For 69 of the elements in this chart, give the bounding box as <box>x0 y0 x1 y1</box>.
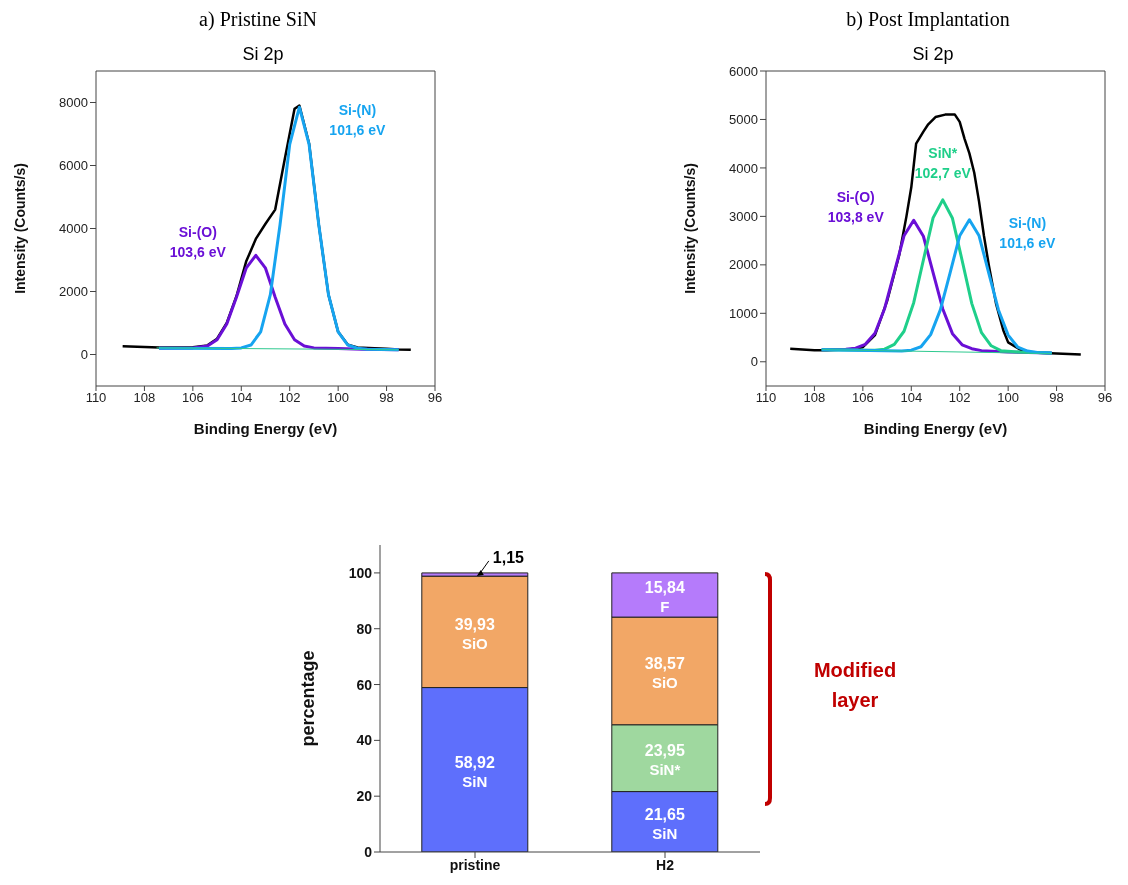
text: Si-(N) <box>338 102 377 119</box>
x-tick-label: H2 <box>656 856 675 873</box>
chart-title: b) Post Implantation <box>845 8 1011 33</box>
y-tick-label: 20 <box>356 788 373 805</box>
y-tick-label: 0 <box>364 843 373 860</box>
x-tick-label: 110 <box>755 390 777 406</box>
x-tick-label: 102 <box>278 390 301 406</box>
text: SiN* <box>928 144 958 161</box>
annotation: 101,6 eV <box>999 234 1057 251</box>
x-tick-label: 110 <box>85 390 107 406</box>
y-tick-label: 6000 <box>729 63 758 79</box>
y-tick-label: 100 <box>348 564 373 581</box>
x-tick-label: 100 <box>327 390 349 406</box>
x-tick-label: 104 <box>900 390 923 406</box>
y-axis-title: percentage <box>298 650 319 747</box>
text: Si-(O) <box>178 224 217 241</box>
x-axis-title: Binding Energy (eV) <box>863 420 1008 437</box>
y-tick-label: 0 <box>750 354 758 370</box>
text: Modified layer <box>812 658 898 713</box>
x-tick-label: 98 <box>1049 390 1064 406</box>
x-tick-label: 106 <box>182 390 204 406</box>
y-tick-label: 2000 <box>59 284 88 300</box>
annotation: 101,6 eV <box>329 122 387 139</box>
x-tick-label: 108 <box>133 390 156 406</box>
y-tick-label: 6000 <box>59 158 88 174</box>
data-label: 38,57 <box>644 654 685 672</box>
data-label: 1,15 <box>492 548 525 566</box>
annotation: 102,7 eV <box>914 164 972 181</box>
x-tick-label: 104 <box>230 390 253 406</box>
y-tick-label: 5000 <box>729 112 758 128</box>
series-label: F <box>660 597 670 615</box>
text: SiN <box>462 772 488 790</box>
text: SiO <box>461 634 488 652</box>
y-tick-label: 40 <box>356 732 373 749</box>
y-tick-label: 8000 <box>59 95 88 111</box>
y-tick-label: 0 <box>80 347 88 363</box>
y-axis-title: Intensity (Counts/s) <box>681 163 698 294</box>
x-tick-label: 106 <box>852 390 874 406</box>
x-tick-label: 96 <box>427 390 443 406</box>
x-tick-label: 102 <box>948 390 971 406</box>
data-label: 23,95 <box>644 742 685 760</box>
annotation: 103,6 eV <box>169 244 227 261</box>
x-axis-title: Binding Energy (eV) <box>193 420 338 437</box>
y-axis-title: Intensity (Counts/s) <box>11 163 28 294</box>
y-tick-label: 2000 <box>729 257 758 273</box>
y-tick-label: 60 <box>356 676 373 693</box>
series-label: SiN <box>652 824 678 842</box>
y-tick-label: 3000 <box>729 209 758 224</box>
series-label: SiN* <box>649 761 681 779</box>
y-tick-label: 4000 <box>59 221 88 237</box>
y-tick-label: 80 <box>356 620 373 637</box>
chart-subtitle: Si 2p <box>241 44 285 66</box>
x-tick-label: 108 <box>803 390 826 406</box>
y-tick-label: 1000 <box>729 305 758 321</box>
chart-title: a) Pristine SiN <box>198 8 318 32</box>
series-label: SiO <box>651 673 679 691</box>
data-label: 39,93 <box>454 615 495 633</box>
x-tick-label: 96 <box>1097 390 1113 406</box>
x-tick-label: 100 <box>997 390 1019 406</box>
x-tick-label: 98 <box>379 390 394 406</box>
x-tick-label: pristine <box>449 856 501 873</box>
text: Si-(N) <box>1008 214 1047 231</box>
annotation: 103,8 eV <box>827 209 885 226</box>
data-label: 58,92 <box>454 753 495 771</box>
data-label: 21,65 <box>644 805 685 823</box>
chart-subtitle: Si 2p <box>912 44 954 64</box>
data-label: 15,84 <box>644 578 685 596</box>
text: Si-(O) <box>836 189 875 206</box>
y-tick-label: 4000 <box>729 160 758 176</box>
